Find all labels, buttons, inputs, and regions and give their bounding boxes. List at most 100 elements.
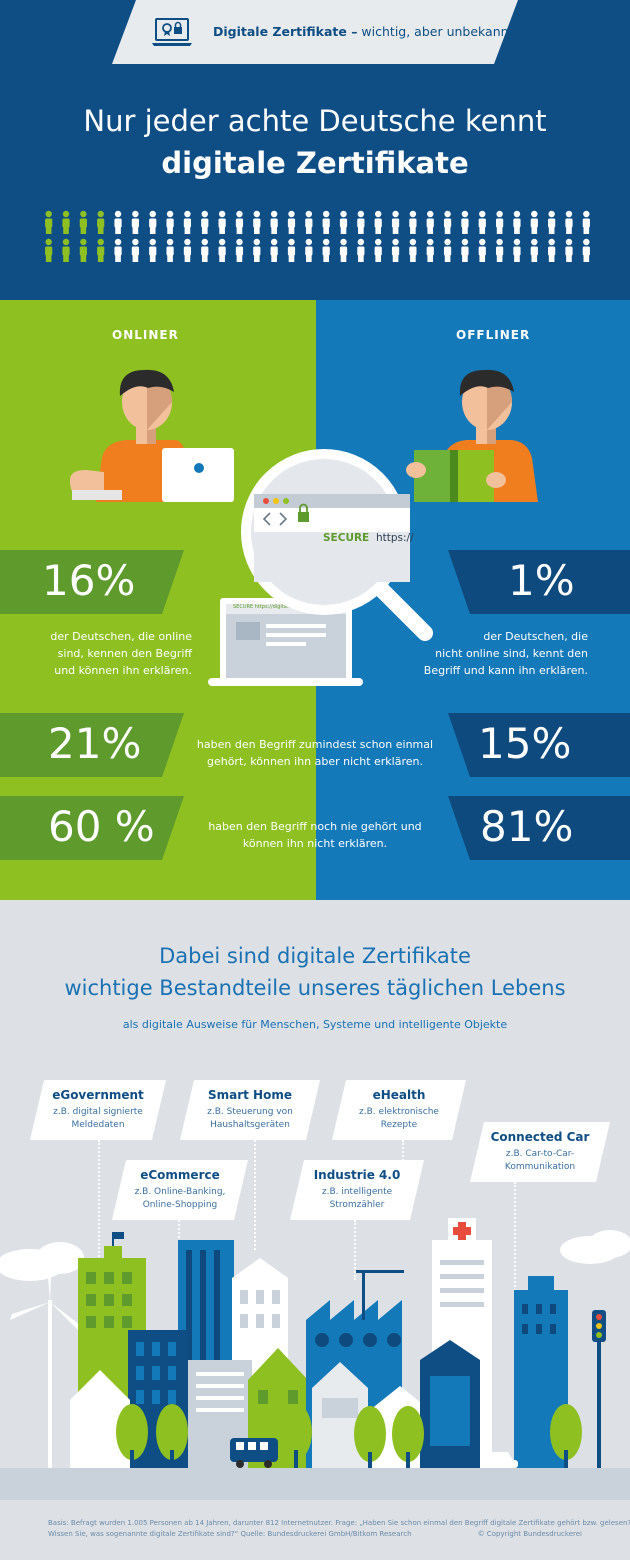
person-figure	[270, 210, 278, 234]
footer	[0, 1500, 630, 1560]
person-figure	[339, 238, 348, 262]
connector-car	[514, 1182, 516, 1302]
person-figure	[235, 238, 244, 262]
person-figure	[131, 238, 139, 262]
card-egovernment: eGovernment z.B. digital signierte Melde…	[30, 1080, 166, 1140]
onliner-stat-block-3	[0, 796, 184, 860]
person-figure	[426, 238, 434, 262]
person-figure	[62, 238, 70, 262]
connector-smarthome	[254, 1140, 256, 1250]
person-figure	[461, 210, 469, 234]
person-figure	[391, 238, 400, 262]
person-figure	[478, 238, 486, 262]
person-figure	[391, 210, 400, 234]
offliner-never-value: 81%	[480, 802, 574, 851]
card-connected-car: Connected Car z.B. Car-to-Car- Kommunika…	[470, 1122, 610, 1182]
person-figure	[443, 238, 452, 262]
person-figure	[131, 210, 139, 234]
person-figure	[565, 238, 573, 262]
offliner-known-value: 1%	[508, 556, 575, 605]
person-figure	[287, 210, 296, 234]
person-figure	[149, 210, 157, 234]
offliner-stat-block-2	[448, 713, 630, 777]
person-figure	[478, 210, 486, 234]
people-pictogram	[45, 210, 590, 262]
person-figure	[496, 210, 504, 234]
person-figure	[548, 238, 556, 262]
person-figure	[582, 238, 590, 262]
laptop-icon	[208, 598, 363, 686]
person-figure	[183, 238, 192, 262]
person-figure	[409, 210, 417, 234]
offliner-heard-value: 15%	[478, 719, 572, 768]
onliner-person-icon	[70, 369, 234, 502]
person-figure	[565, 210, 573, 234]
person-figure	[409, 238, 417, 262]
title-rest: wichtig, aber unbekannt	[357, 24, 514, 39]
footer-source-line2: Wissen Sie, was sogenannte digitale Zert…	[48, 1530, 412, 1538]
footer-copyright: © Copyright Bundesdruckerei	[477, 1530, 582, 1538]
connector-egov	[98, 1140, 100, 1280]
person-figure	[253, 210, 261, 234]
person-figure	[530, 210, 538, 234]
card-smart-home: Smart Home z.B. Steuerung von Haushaltsg…	[180, 1080, 320, 1140]
uses-subtitle: als digitale Ausweise für Menschen, Syst…	[122, 1018, 508, 1031]
person-figure	[79, 210, 87, 234]
onliner-label: ONLINER	[112, 328, 179, 342]
person-figure	[322, 210, 330, 234]
onliner-stat-block-2	[0, 713, 184, 777]
person-figure	[339, 210, 348, 234]
person-figure	[443, 210, 452, 234]
person-figure	[62, 210, 70, 234]
person-figure	[305, 238, 313, 262]
card-industrie: Industrie 4.0 z.B. intelligente Stromzäh…	[290, 1160, 424, 1220]
person-figure	[97, 210, 105, 234]
person-figure	[218, 210, 226, 234]
never-text: haben den Begriff noch nie gehört und kö…	[208, 820, 422, 850]
person-figure	[270, 238, 278, 262]
person-figure	[253, 238, 261, 262]
headline-line1: Nur jeder achte Deutsche kennt	[83, 104, 547, 138]
person-figure	[97, 238, 105, 262]
person-figure	[79, 238, 87, 262]
laptop-url: SECURE https://digita...	[233, 604, 292, 610]
person-figure	[374, 238, 382, 262]
card-ehealth: eHealth z.B. elektronische Rezepte	[332, 1080, 466, 1140]
onliner-never-value: 60 %	[48, 802, 155, 851]
onliner-known-value: 16%	[42, 556, 136, 605]
offliner-label: OFFLINER	[456, 328, 531, 342]
uses-title-line2: wichtige Bestandteile unseres täglichen …	[64, 976, 566, 1000]
person-figure	[461, 238, 469, 262]
title-bold: Digitale Zertifikate –	[213, 24, 358, 39]
headline-line2: digitale Zertifikate	[161, 146, 469, 180]
person-figure	[45, 238, 53, 262]
person-figure	[496, 238, 504, 262]
offliner-person-icon	[406, 369, 538, 502]
person-figure	[166, 238, 174, 262]
person-figure	[357, 210, 365, 234]
page-title: Digitale Zertifikate – wichtig, aber unb…	[213, 24, 513, 39]
certificate-laptop-icon	[152, 18, 192, 46]
heard-text: haben den Begriff zumindest schon einmal…	[196, 738, 434, 768]
person-figure	[218, 238, 226, 262]
person-figure	[513, 210, 521, 234]
person-figure	[166, 210, 174, 234]
onliner-known-text: der Deutschen, die online sind, kennen d…	[50, 630, 192, 677]
person-figure	[548, 210, 556, 234]
person-figure	[183, 210, 192, 234]
offliner-stat-block-1	[448, 550, 630, 614]
offliner-stat-block-3	[448, 796, 630, 860]
cityscape-illustration	[0, 1218, 630, 1500]
person-figure	[45, 210, 53, 234]
browser-url: https://	[376, 532, 414, 544]
card-ecommerce: eCommerce z.B. Online-Banking, Online-Sh…	[112, 1160, 248, 1220]
person-figure	[374, 210, 382, 234]
footer-source-line1: Basis: Befragt wurden 1.005 Personen ab …	[48, 1519, 630, 1527]
offliner-known-text: der Deutschen, die nicht online sind, ke…	[423, 630, 588, 677]
person-figure	[305, 210, 313, 234]
person-figure	[582, 210, 590, 234]
person-figure	[201, 238, 209, 262]
magnifier-icon	[241, 449, 433, 641]
person-figure	[149, 238, 157, 262]
person-figure	[201, 210, 209, 234]
